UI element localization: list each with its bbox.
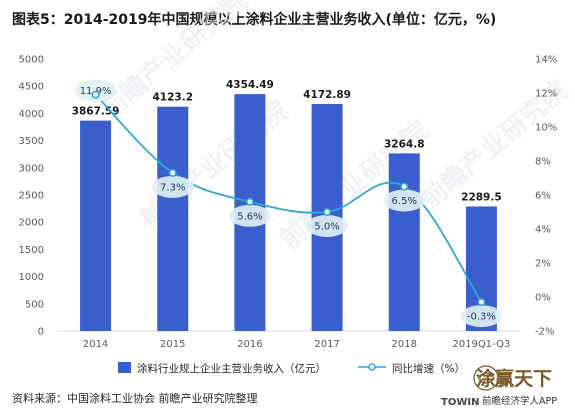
legend-swatch-marker [368, 363, 376, 371]
growth-value-label: 5.0% [314, 222, 339, 233]
y-left-tick-label: 500 [25, 299, 44, 310]
y-left-tick-label: 4000 [19, 109, 44, 120]
growth-value-label: -0.3% [467, 312, 496, 323]
y-left-tick-label: 2500 [19, 191, 44, 202]
y-left-tick-label: 1000 [19, 272, 44, 283]
value-bubble [460, 305, 503, 328]
line-point [91, 90, 100, 99]
y-right-tick-label: 0% [535, 293, 551, 304]
logo-emblem-icon [473, 365, 499, 391]
x-tick-label: 2016 [237, 339, 262, 350]
y-left-tick-label: 3500 [19, 136, 44, 147]
y-left-tick-label: 1500 [19, 245, 44, 256]
x-tick-label: 2015 [160, 339, 185, 350]
brand-logo: 涂赢天下 TOWIN 前瞻经济学人APP [441, 365, 557, 408]
value-bubble [306, 215, 349, 237]
app-credit: 前瞻经济学人APP [482, 395, 557, 407]
bar [80, 120, 112, 331]
bar-value-label: 3264.8 [384, 138, 425, 150]
growth-value-label: 7.3% [160, 182, 185, 193]
y-left-tick-label: 3000 [19, 163, 44, 174]
logo-text-en: TOWIN [441, 397, 479, 408]
value-bubble [228, 204, 271, 227]
y-right-tick-label: 2% [535, 259, 551, 270]
y-right-tick-label: 8% [535, 157, 551, 168]
logo-text-cn: 涂赢天下 [476, 367, 552, 390]
bar-value-label: 3867.59 [72, 106, 120, 118]
bar [157, 106, 189, 331]
x-tick-label: 2018 [392, 339, 417, 350]
y-right-tick-label: 6% [535, 191, 551, 202]
y-right-tick-label: 4% [535, 225, 551, 236]
value-bubble [383, 189, 426, 212]
line-point [323, 208, 332, 217]
line-series: 11.9%7.3%5.6%5.0%6.5%-0.3% [74, 79, 503, 328]
growth-value-label: 6.5% [392, 196, 417, 207]
legend-swatch-bar [118, 362, 131, 373]
line-point [400, 182, 409, 191]
y-right-tick-label: -2% [535, 327, 554, 338]
bar-value-labels: 3867.59 4123.2 4354.49 4172.89 3264.8 2289.5 [72, 79, 502, 203]
bar-value-label: 2289.5 [461, 191, 502, 203]
x-tick-label: 2019Q1-Q3 [452, 339, 510, 350]
bar-value-label: 4172.89 [303, 89, 351, 101]
bar-value-label: 4123.2 [152, 92, 193, 104]
y-right-tick-label: 10% [535, 123, 557, 134]
y-left-tick-label: 0 [38, 327, 44, 338]
line-point [477, 298, 486, 307]
x-axis: 2014 2015 2016 2017 2018 2019Q1-Q3 [83, 339, 511, 350]
legend: 涂料行业规上企业主营业务收入（亿元） 同比增速（%） [118, 362, 465, 375]
value-bubble [151, 175, 194, 198]
y-axis-left: 0 500 1000 1500 2000 2500 3000 3500 4000 4500 5000 [19, 55, 44, 338]
line-point [168, 168, 177, 177]
y-left-tick-label: 5000 [19, 55, 44, 66]
bar-value-label: 4354.49 [226, 79, 274, 91]
y-axis-right: -2% 0% 2% 4% 6% 8% 10% 12% 14% [535, 55, 557, 338]
logo-swirl-icon [477, 372, 495, 384]
source-note: 资料来源：中国涂料工业协会 前瞻产业研究院整理 [12, 391, 258, 405]
x-tick-label: 2017 [314, 339, 339, 350]
line-point [245, 197, 254, 206]
growth-value-label: 5.6% [237, 211, 262, 222]
chart-title: 图表5：2014-2019年中国规模以上涂料企业主营业务收入(单位：亿元，%) [12, 11, 496, 28]
y-right-tick-label: 12% [535, 89, 557, 100]
legend-label-line: 同比增速（%） [392, 362, 465, 375]
legend-label-bar: 涂料行业规上企业主营业务收入（亿元） [137, 362, 326, 375]
bar [388, 153, 420, 331]
x-tick-label: 2014 [83, 339, 108, 350]
y-left-tick-label: 4500 [19, 82, 44, 93]
y-left-tick-label: 2000 [19, 218, 44, 229]
y-right-tick-label: 14% [535, 55, 557, 66]
